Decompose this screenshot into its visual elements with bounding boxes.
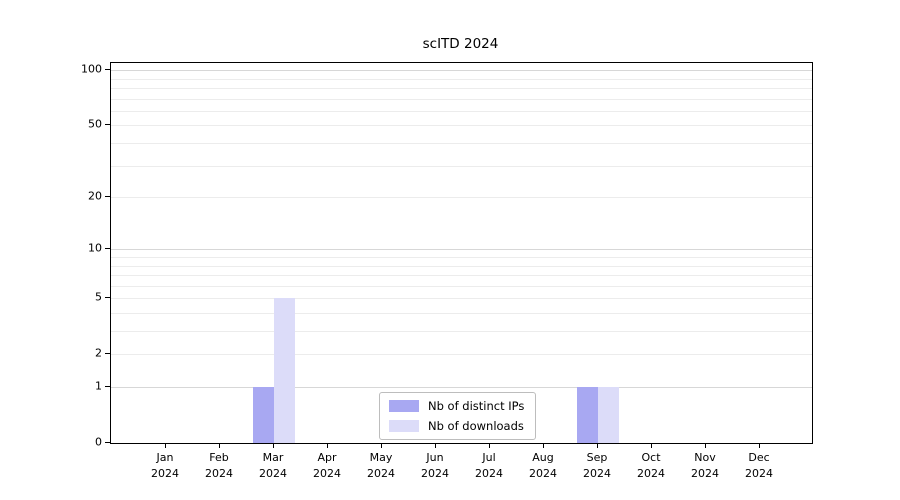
gridline-y-9 (111, 257, 812, 258)
gridline-y-20 (111, 197, 812, 199)
x-axis-tick-apr (327, 443, 328, 448)
gridline-y-3 (111, 331, 812, 332)
gridline-y-70 (111, 98, 812, 100)
y-axis-label-20: 20 (88, 189, 102, 203)
bar-mar-downloads (274, 298, 295, 443)
x-axis-label-nov: Nov 2024 (691, 451, 719, 480)
gridline-y-90 (111, 78, 812, 80)
gridline-y-6 (111, 285, 812, 287)
x-axis-tick-oct (651, 443, 652, 448)
y-axis-tick-10 (105, 248, 110, 250)
gridline-y-30 (111, 165, 812, 167)
y-axis-label-100: 100 (81, 62, 102, 76)
legend-label-distinct-ips: Nb of distinct IPs (428, 399, 525, 413)
y-axis-label-2: 2 (95, 346, 102, 360)
x-axis-label-jun: Jun 2024 (421, 451, 449, 480)
x-axis-tick-jul (489, 443, 490, 448)
y-axis-tick-1 (105, 386, 110, 387)
legend-swatch-downloads (389, 420, 419, 432)
y-axis-label-10: 10 (88, 241, 102, 255)
legend: Nb of distinct IPs Nb of downloads (379, 392, 537, 440)
gridline-y-50 (111, 125, 812, 127)
x-axis-label-dec: Dec 2024 (745, 451, 773, 480)
y-axis-label-50: 50 (88, 117, 102, 131)
gridline-y-40 (111, 143, 812, 144)
plot-area: Nb of distinct IPs Nb of downloads (110, 62, 813, 444)
x-axis-tick-nov (705, 443, 706, 448)
y-axis-tick-0 (105, 442, 110, 443)
x-axis-label-may: May 2024 (367, 451, 395, 480)
x-axis-label-jan: Jan 2024 (151, 451, 179, 480)
gridline-y-5 (111, 298, 812, 300)
x-axis-tick-jun (435, 443, 436, 448)
y-axis-label-1: 1 (95, 379, 102, 393)
x-axis-label-apr: Apr 2024 (313, 451, 341, 480)
legend-label-downloads: Nb of downloads (428, 419, 524, 433)
y-axis-tick-100 (105, 69, 110, 71)
x-axis-tick-may (381, 443, 382, 448)
x-axis-label-sep: Sep 2024 (583, 451, 611, 480)
chart-title: scITD 2024 (422, 36, 499, 52)
y-axis-tick-20 (105, 196, 110, 198)
x-axis-tick-aug (543, 443, 544, 448)
y-axis-tick-5 (105, 297, 110, 299)
x-axis-label-feb: Feb 2024 (205, 451, 233, 480)
x-axis-label-jul: Jul 2024 (475, 451, 503, 480)
x-axis-tick-dec (759, 443, 760, 448)
legend-swatch-distinct-ips (389, 400, 419, 412)
x-axis-label-mar: Mar 2024 (259, 451, 287, 480)
x-axis-label-aug: Aug 2024 (529, 451, 557, 480)
bar-sep-distinct-ips (577, 387, 598, 443)
gridline-y-7 (111, 275, 812, 276)
gridline-y-100 (111, 70, 812, 72)
bar-sep-downloads (598, 387, 619, 443)
gridline-y-8 (111, 265, 812, 267)
y-axis-label-5: 5 (95, 290, 102, 304)
gridline-y-4 (111, 313, 812, 314)
y-axis-tick-2 (105, 353, 110, 355)
gridline-y-1 (111, 387, 812, 388)
x-axis-tick-feb (219, 443, 220, 448)
x-axis-tick-jan (165, 443, 166, 448)
bar-mar-distinct-ips (253, 387, 274, 443)
x-axis-tick-sep (597, 443, 598, 448)
legend-row-downloads: Nb of downloads (389, 419, 524, 433)
x-axis-label-oct: Oct 2024 (637, 451, 665, 480)
legend-row-distinct-ips: Nb of distinct IPs (389, 399, 524, 413)
gridline-y-80 (111, 88, 812, 89)
y-axis-label-0: 0 (95, 435, 102, 449)
x-axis-tick-mar (273, 443, 274, 448)
gridline-y-60 (111, 110, 812, 112)
gridline-y-2 (111, 354, 812, 356)
gridline-y-10 (111, 249, 812, 251)
y-axis-tick-50 (105, 124, 110, 126)
